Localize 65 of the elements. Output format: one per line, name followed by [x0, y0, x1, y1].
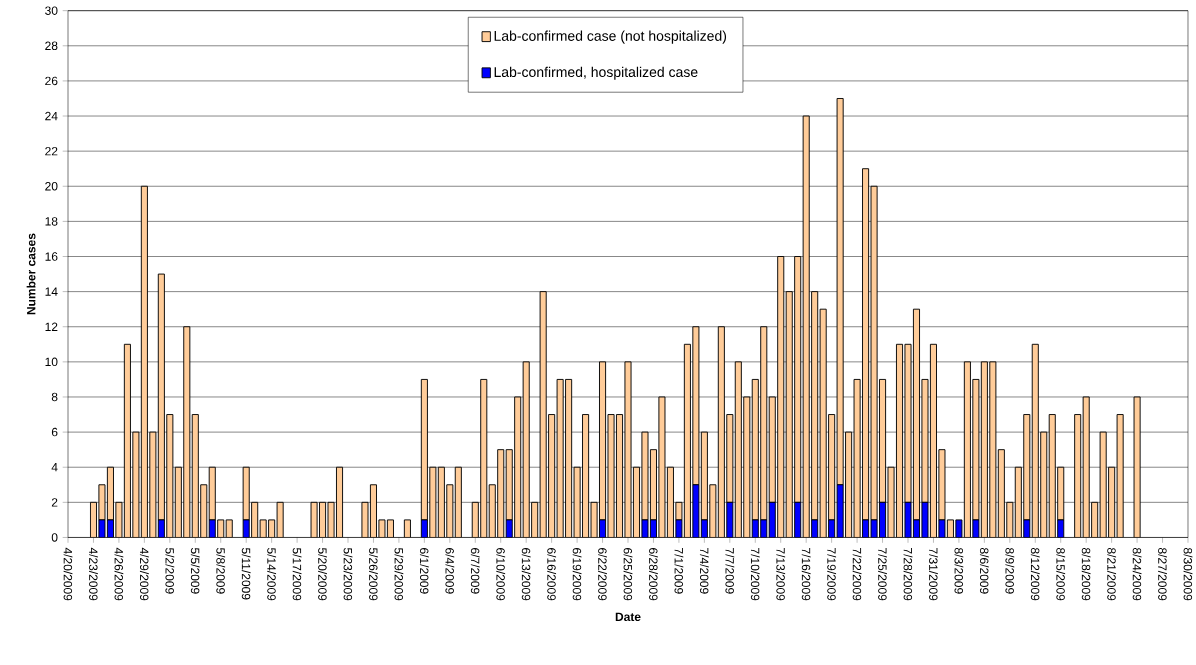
y-tick-label: 6 — [51, 427, 58, 437]
x-tick-label: 7/1/2009 — [674, 548, 684, 594]
x-tick-label: 8/18/2009 — [1081, 548, 1091, 601]
x-tick-label: 5/5/2009 — [190, 548, 200, 594]
x-tick-label: 4/23/2009 — [89, 547, 98, 601]
x-tick-label: 6/28/2009 — [649, 548, 658, 601]
x-tick-label: 7/28/2009 — [903, 548, 913, 601]
y-axis-title: Number cases — [26, 233, 36, 315]
x-tick-label: 8/30/2009 — [1183, 548, 1193, 601]
x-tick-label: 8/27/2009 — [1158, 548, 1167, 601]
x-tick-label: 5/29/2009 — [394, 548, 404, 601]
x-tick-label: 5/23/2009 — [343, 548, 353, 601]
x-tick-label: 7/31/2009 — [929, 548, 938, 601]
x-tick-label: 6/4/2009 — [445, 548, 455, 594]
x-tick-label: 6/10/2009 — [496, 548, 506, 601]
x-tick-label: 7/16/2009 — [801, 548, 811, 601]
y-tick-label: 8 — [51, 392, 58, 402]
x-tick-label: 8/6/2009 — [979, 548, 989, 594]
x-tick-label: 8/15/2009 — [1056, 548, 1066, 601]
x-tick-label: 7/10/2009 — [750, 548, 760, 601]
x-tick-label: 5/20/2009 — [318, 548, 327, 601]
x-tick-label: 5/14/2009 — [267, 548, 277, 601]
x-tick-label: 5/26/2009 — [369, 548, 378, 601]
x-tick-label: 6/19/2009 — [572, 548, 582, 601]
y-tick-label: 26 — [45, 76, 58, 86]
y-tick-label: 4 — [51, 463, 58, 472]
x-tick-label: 8/9/2009 — [1005, 548, 1015, 594]
legend-label: Lab-confirmed, hospitalized case — [494, 66, 698, 80]
x-tick-label: 8/21/2009 — [1107, 548, 1117, 601]
x-tick-label: 5/11/2009 — [241, 548, 251, 600]
x-tick-label: 5/17/2009 — [292, 548, 302, 601]
x-tick-label: 6/7/2009 — [470, 548, 480, 594]
y-tick-label: 0 — [51, 533, 58, 542]
x-tick-label: 6/25/2009 — [623, 548, 633, 601]
y-tick-label: 22 — [45, 146, 58, 156]
x-tick-label: 8/12/2009 — [1030, 548, 1040, 601]
y-tick-label: 12 — [45, 322, 58, 331]
x-tick-label: 7/25/2009 — [878, 548, 887, 601]
y-tick-label: 14 — [45, 287, 58, 296]
x-tick-label: 6/22/2009 — [598, 548, 607, 601]
y-tick-label: 28 — [45, 41, 58, 51]
x-tick-label: 5/8/2009 — [216, 548, 226, 594]
x-tick-label: 7/7/2009 — [725, 548, 735, 594]
x-tick-label: 6/16/2009 — [547, 548, 557, 601]
y-tick-label: 16 — [45, 252, 58, 261]
y-tick-label: 20 — [45, 182, 58, 191]
x-tick-label: 8/24/2009 — [1132, 548, 1142, 601]
x-tick-label: 7/13/2009 — [776, 548, 786, 601]
x-tick-label: 5/2/2009 — [165, 548, 175, 594]
legend-label: Lab-confirmed case (not hospitalized) — [494, 30, 727, 44]
x-tick-label: 4/20/2009 — [63, 547, 73, 601]
x-tick-label: 4/29/2009 — [139, 547, 149, 601]
x-tick-label: 7/22/2009 — [852, 548, 862, 601]
x-tick-label: 7/19/2009 — [827, 548, 837, 601]
y-tick-label: 18 — [45, 217, 58, 226]
y-tick-label: 30 — [45, 6, 58, 15]
x-tick-label: 4/26/2009 — [114, 547, 124, 601]
y-tick-label: 2 — [51, 498, 58, 507]
x-tick-label: 6/1/2009 — [419, 548, 429, 594]
x-axis-title: Date — [615, 612, 641, 622]
x-tick-label: 8/3/2009 — [954, 548, 964, 594]
y-tick-label: 10 — [45, 357, 58, 367]
y-tick-label: 24 — [45, 111, 58, 121]
x-tick-label: 7/4/2009 — [699, 548, 709, 594]
x-tick-label: 6/13/2009 — [521, 548, 531, 601]
